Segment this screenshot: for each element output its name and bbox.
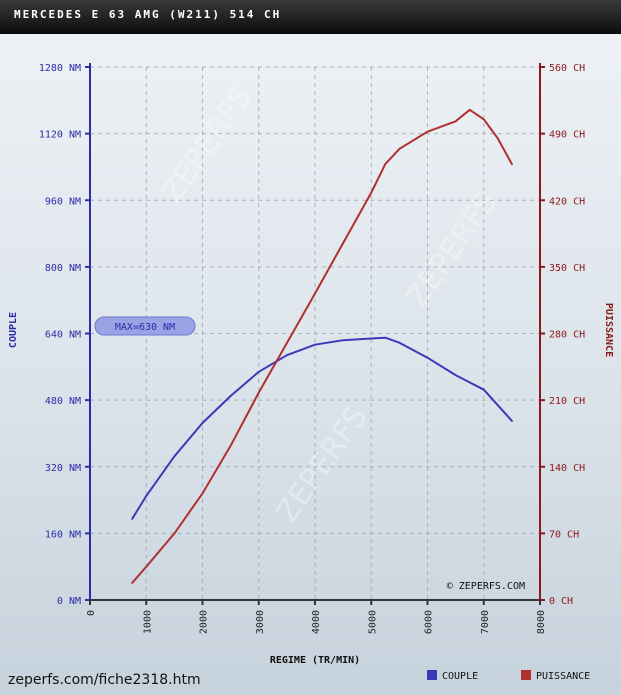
tick-label-x: 0 — [86, 610, 97, 616]
series — [131, 108, 513, 584]
tick-label-left: 160 NM — [45, 529, 81, 540]
tick-label-x: 6000 — [424, 610, 435, 634]
tick-label-left: 800 NM — [45, 263, 81, 274]
credit-label: © ZEPERFS.COM — [447, 581, 525, 592]
tick-label-right: 0 CH — [549, 596, 573, 607]
max-torque-badge: MAX=630 NM — [94, 316, 196, 336]
series-line-puissance — [131, 108, 513, 584]
source-url[interactable]: zeperfs.com/fiche2318.htm — [8, 672, 201, 688]
max-torque-label: MAX=630 NM — [115, 322, 175, 333]
tick-label-x: 5000 — [367, 610, 378, 634]
tick-label-right: 350 CH — [549, 263, 585, 274]
labels: 0 NM 160 NM 320 NM 480 NM 640 NM 800 NM 960 NM… — [8, 63, 614, 682]
tick-label-right: 280 CH — [549, 330, 585, 341]
y-axis-left-title: COUPLE — [8, 312, 19, 348]
legend-label: PUISSANCE — [536, 671, 590, 682]
tick-label-x: 3000 — [255, 610, 266, 634]
tick-label-left: 480 NM — [45, 396, 81, 407]
axes — [85, 63, 545, 605]
chart-title: MERCEDES E 63 AMG (W211) 514 CH — [0, 0, 621, 34]
watermark-text-0: ZEPERFS — [155, 80, 260, 209]
tick-label-left: 960 NM — [45, 196, 81, 207]
tick-label-x: 1000 — [142, 610, 153, 634]
tick-label-x: 4000 — [311, 610, 322, 634]
tick-label-right: 560 CH — [549, 63, 585, 74]
tick-label-left: 1120 NM — [39, 130, 81, 141]
watermark-text-2: ZEPERFS — [270, 400, 375, 529]
tick-label-left: 320 NM — [45, 463, 81, 474]
max-torque-badge-bg — [94, 316, 196, 336]
legend-swatch — [427, 670, 437, 680]
tick-label-left: 0 NM — [57, 596, 81, 607]
tick-label-x: 8000 — [536, 610, 547, 634]
series-line-couple — [131, 336, 513, 520]
chart-panel — [0, 34, 621, 695]
tick-label-x: 7000 — [480, 610, 491, 634]
tick-label-left: 1280 NM — [39, 63, 81, 74]
tick-label-right: 210 CH — [549, 396, 585, 407]
legend-swatch — [521, 670, 531, 680]
tick-label-right: 420 CH — [549, 196, 585, 207]
legend-item-puissance: PUISSANCE — [521, 670, 590, 682]
tick-label-x: 2000 — [199, 610, 210, 634]
x-axis-title: REGIME (TR/MIN) — [270, 655, 360, 666]
tick-label-right: 140 CH — [549, 463, 585, 474]
tick-label-right: 490 CH — [549, 130, 585, 141]
legend-label: COUPLE — [442, 671, 478, 682]
legend-item-couple: COUPLE — [427, 670, 478, 682]
tick-label-right: 70 CH — [549, 529, 579, 540]
tick-label-left: 640 NM — [45, 330, 81, 341]
watermark-text-1: ZEPERFS — [400, 185, 505, 314]
y-axis-right-title: PUISSANCE — [603, 303, 614, 357]
